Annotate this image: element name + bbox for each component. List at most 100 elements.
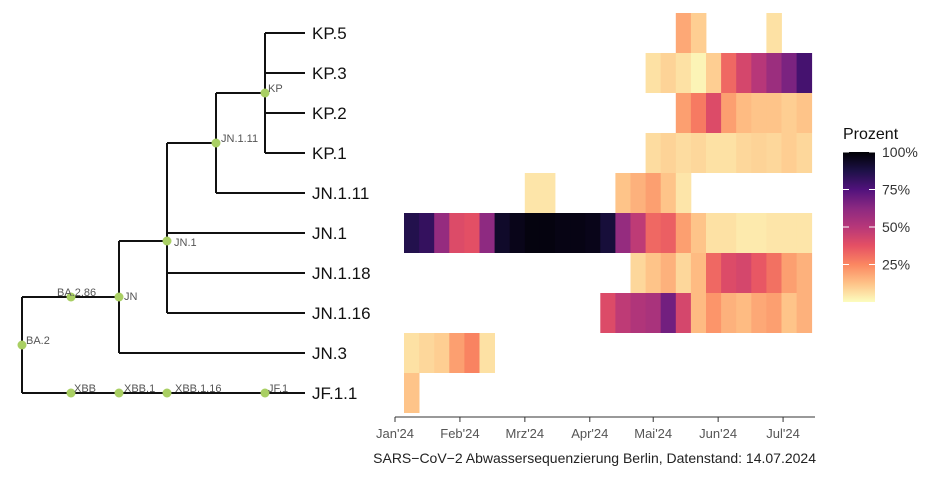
heatmap-cell xyxy=(751,53,767,93)
heatmap-cell xyxy=(736,53,752,93)
heatmap-cell xyxy=(721,93,737,133)
node-label-jn-1-11: JN.1.11 xyxy=(221,133,258,145)
tip-label-jn-1-16: JN.1.16 xyxy=(312,304,371,323)
tip-labels: KP.5 KP.3 KP.2 KP.1 JN.1.11 JN.1 JN.1.18… xyxy=(312,24,371,403)
heatmap-cell xyxy=(781,53,797,93)
heatmap-cell xyxy=(781,133,797,173)
heatmap-cell xyxy=(600,293,616,333)
heatmap-cell xyxy=(419,333,435,373)
tip-label-kp-5: KP.5 xyxy=(312,24,347,43)
heatmap-cell xyxy=(796,93,813,133)
heatmap-cell xyxy=(796,253,813,293)
heatmap-cell xyxy=(675,293,692,333)
heatmap-cell xyxy=(736,253,752,293)
heatmap-cell xyxy=(690,293,707,333)
heatmap-cell xyxy=(645,53,662,93)
heatmap-cell xyxy=(781,93,797,133)
heatmap-cell xyxy=(766,133,782,173)
x-tick-label: Mrz'24 xyxy=(506,426,545,441)
heatmap-cell xyxy=(796,213,813,253)
heatmap-cell xyxy=(751,133,767,173)
heatmap-cell xyxy=(675,13,692,53)
heatmap-cell xyxy=(570,213,586,253)
heatmap-cell xyxy=(690,53,707,93)
heatmap-cell xyxy=(736,213,752,253)
x-tick-label: Jan'24 xyxy=(376,426,414,441)
tree-branches xyxy=(21,32,305,394)
heatmap-cell xyxy=(736,93,752,133)
tip-label-kp-3: KP.3 xyxy=(312,64,347,83)
heatmap-cell xyxy=(675,213,692,253)
heatmap-cell xyxy=(796,133,813,173)
heatmap-cell xyxy=(721,293,737,333)
heatmap-cell xyxy=(796,53,813,93)
legend-tick-label: 50% xyxy=(882,219,910,235)
heatmap-cell xyxy=(539,173,556,213)
heatmap-cell xyxy=(721,53,737,93)
heatmap-cell xyxy=(660,173,677,213)
heatmap-cell xyxy=(660,133,677,173)
heatmap-cell xyxy=(721,213,737,253)
heatmap-cell xyxy=(796,293,813,333)
node-dot xyxy=(162,388,172,398)
heatmap-cell xyxy=(630,173,646,213)
heatmap-cell xyxy=(494,213,511,253)
node-label-xbb: XBB xyxy=(74,383,96,395)
heatmap-cell xyxy=(419,213,435,253)
legend: Prozent 100% 75% 50% 25% xyxy=(843,126,918,302)
heatmap-cell xyxy=(675,93,692,133)
node-dot xyxy=(260,388,270,398)
tip-label-kp-2: KP.2 xyxy=(312,104,347,123)
tip-label-jf-1-1: JF.1.1 xyxy=(312,384,357,403)
phylogenetic-tree: KP JN.1.11 JN.1 JN BA.2.86 BA.2 XBB XBB.… xyxy=(17,32,305,398)
heatmap-cell xyxy=(539,213,556,253)
node-label-jn-1: JN.1 xyxy=(174,237,197,249)
heatmap-cell xyxy=(690,13,707,53)
heatmap-cell xyxy=(660,253,677,293)
heatmap-cell xyxy=(660,293,677,333)
node-label-jf-1: JF.1 xyxy=(268,383,288,395)
heatmap-cell xyxy=(781,213,797,253)
node-label-xbb-1-16: XBB.1.16 xyxy=(175,383,221,395)
legend-ticks: 100% 75% 50% 25% xyxy=(843,144,918,273)
heatmap-cell xyxy=(675,173,692,213)
heatmap-cell xyxy=(645,253,662,293)
heatmap-cell xyxy=(766,293,782,333)
heatmap-cell xyxy=(434,333,450,373)
heatmap-cell xyxy=(766,93,782,133)
heatmap-cell xyxy=(766,213,782,253)
tip-label-jn-1: JN.1 xyxy=(312,224,347,243)
heatmap-cell xyxy=(751,213,767,253)
heatmap-cell xyxy=(706,293,722,333)
heatmap-cell xyxy=(675,133,692,173)
heatmap-cell xyxy=(766,13,782,53)
heatmap-cell xyxy=(751,93,767,133)
heatmap-cell xyxy=(645,173,662,213)
x-tick-label: Mai'24 xyxy=(634,426,672,441)
heatmap-cell xyxy=(690,133,707,173)
node-dot xyxy=(66,292,76,302)
heatmap-cell xyxy=(524,173,541,213)
heatmap-cell xyxy=(706,53,722,93)
heatmap-cell xyxy=(630,253,646,293)
heatmap-cell xyxy=(404,333,420,373)
heatmap-cell xyxy=(781,253,797,293)
tip-label-jn-1-18: JN.1.18 xyxy=(312,264,371,283)
heatmap-cell xyxy=(751,293,767,333)
heatmap-cell xyxy=(721,253,737,293)
heatmap-cell xyxy=(690,213,707,253)
heatmap-cell xyxy=(781,293,797,333)
node-label-xbb-1: XBB.1 xyxy=(124,383,155,395)
x-tick-label: Apr'24 xyxy=(571,426,608,441)
heatmap-cell xyxy=(615,213,631,253)
figure-caption: SARS−CoV−2 Abwassersequenzierung Berlin,… xyxy=(373,450,816,466)
node-dot xyxy=(211,138,221,148)
heatmap-cell xyxy=(706,253,722,293)
node-dot xyxy=(66,388,76,398)
node-label-jn: JN xyxy=(124,291,138,303)
node-label-ba-2-86: BA.2.86 xyxy=(57,287,96,299)
tip-label-jn-1-11: JN.1.11 xyxy=(312,184,369,203)
heatmap-cell xyxy=(736,293,752,333)
heatmap-cell xyxy=(615,293,631,333)
